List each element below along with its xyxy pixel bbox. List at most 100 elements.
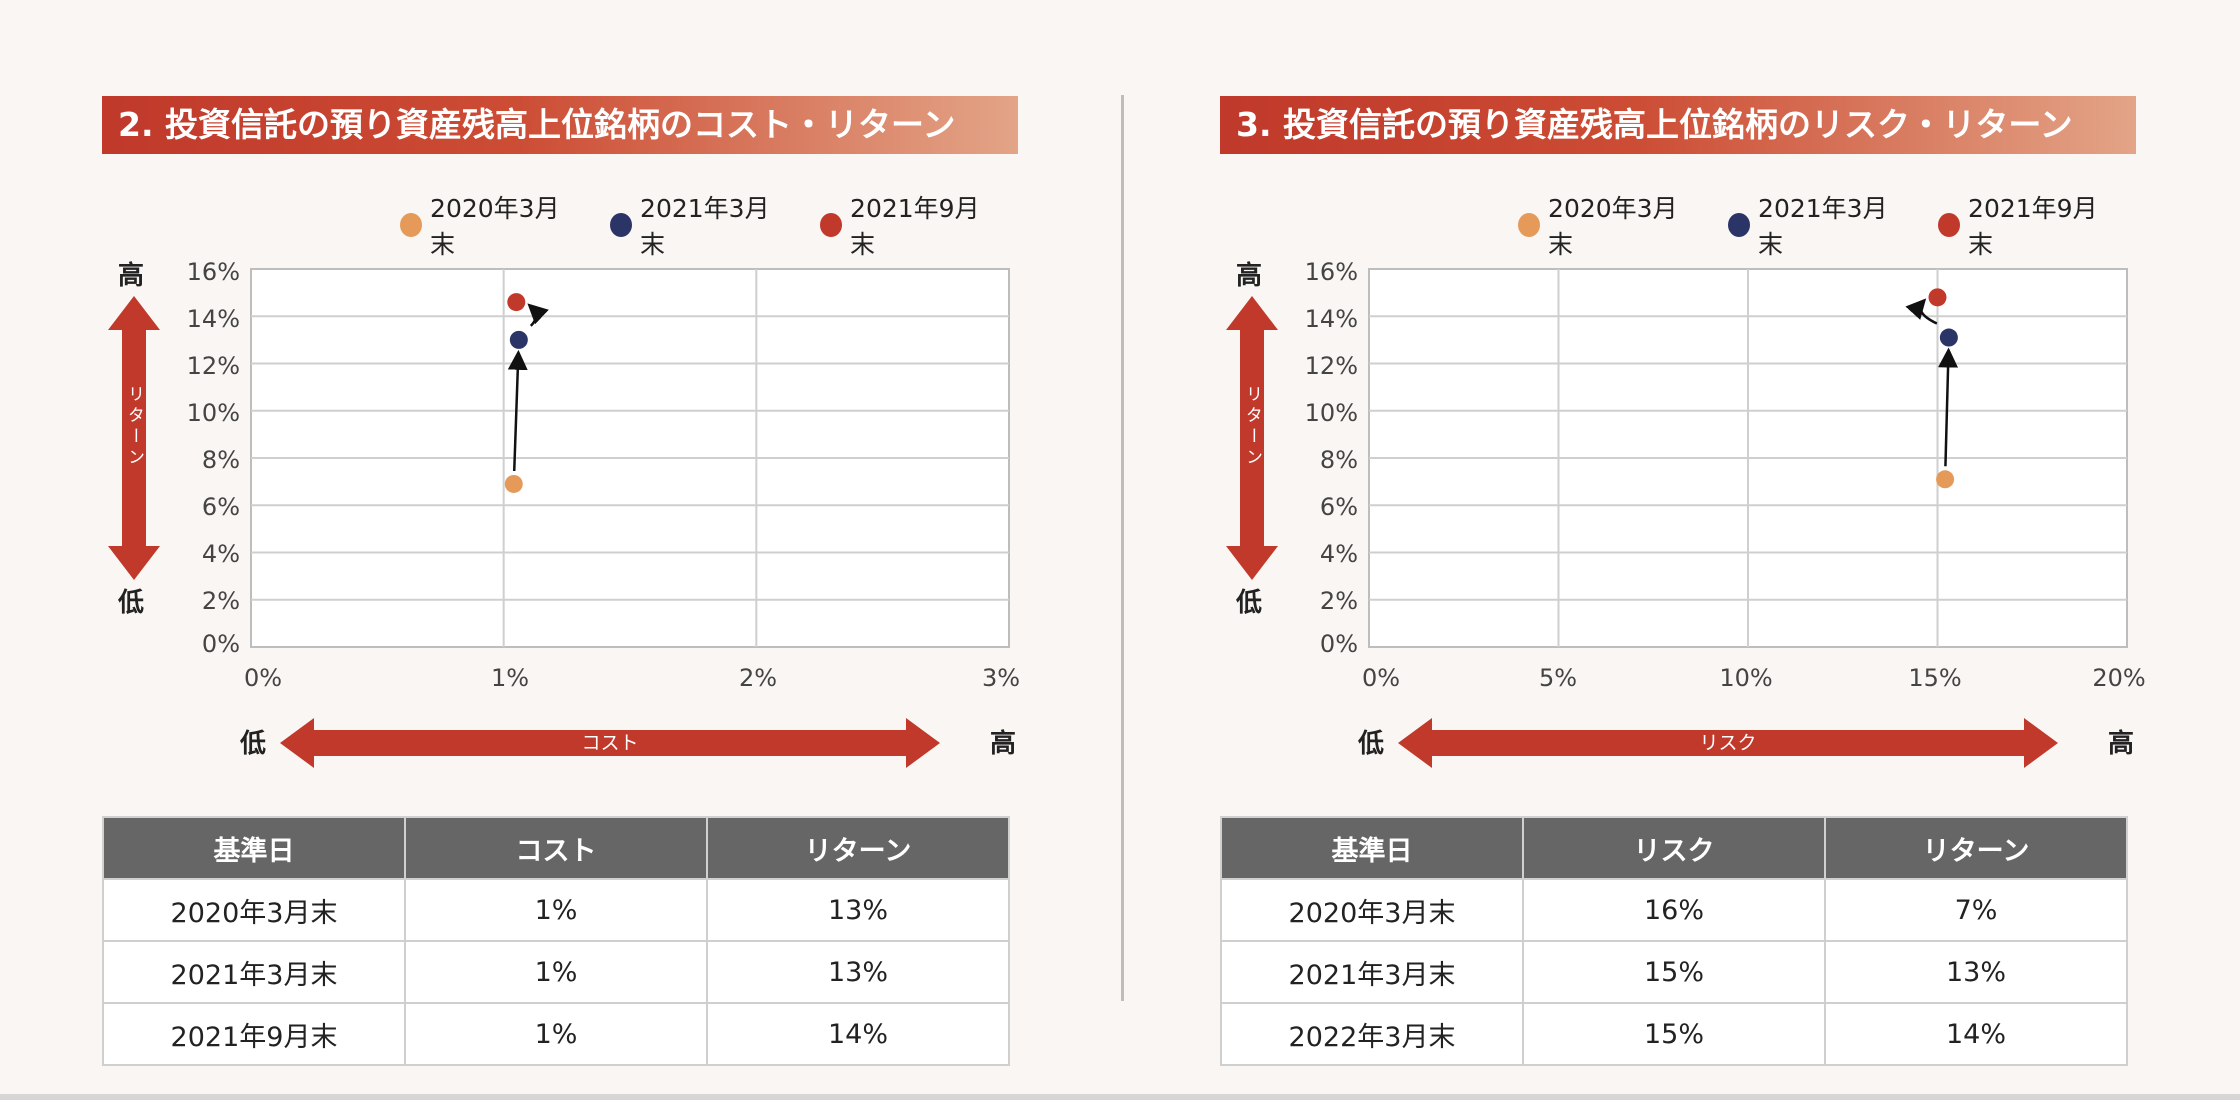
y-axis-double-arrow-icon bbox=[1226, 296, 1278, 580]
y-axis-low-label: 低 bbox=[118, 588, 145, 618]
legend-label: 2020年3月末 bbox=[430, 194, 560, 259]
scatter-plot bbox=[1368, 268, 2128, 648]
y-tick: 16% bbox=[186, 258, 240, 286]
table-cell: 14% bbox=[706, 1002, 1010, 1066]
scatter-point-3 bbox=[1928, 288, 1947, 307]
table-row: 2021年3月末 1% 13% bbox=[102, 940, 1010, 1004]
y-tick: 12% bbox=[1304, 352, 1358, 380]
table-header: リスク bbox=[1522, 816, 1826, 880]
panel-title: 2. 投資信託の預り資産残高上位銘柄のコスト・リターン bbox=[102, 96, 1018, 154]
curved-trend-arrow bbox=[1905, 298, 1938, 325]
legend-label: 2021年3月末 bbox=[1758, 194, 1888, 259]
legend-dot-icon bbox=[1728, 213, 1751, 237]
chart-legend: 2020年3月末 2021年3月末 2021年9月末 bbox=[400, 194, 1030, 259]
legend-label: 2020年3月末 bbox=[1548, 194, 1678, 259]
legend-item-2021-03: 2021年3月末 bbox=[610, 189, 782, 261]
legend-item-2021-09: 2021年9月末 bbox=[1938, 189, 2110, 261]
x-axis-high-label: 高 bbox=[2108, 729, 2135, 759]
y-axis-high-label: 高 bbox=[118, 261, 145, 291]
bottom-rule bbox=[0, 1094, 2240, 1100]
x-tick: 15% bbox=[1908, 664, 1962, 692]
curved-trend-arrow bbox=[527, 303, 549, 327]
table-cell: 14% bbox=[1824, 1002, 2128, 1066]
y-tick: 8% bbox=[1319, 446, 1358, 474]
scatter-point-2 bbox=[1939, 328, 1958, 347]
y-tick: 0% bbox=[1319, 630, 1358, 658]
table-cell: 1% bbox=[404, 1002, 708, 1066]
legend-item-2020-03: 2020年3月末 bbox=[1518, 189, 1690, 261]
table-row: 2020年3月末 16% 7% bbox=[1220, 878, 2128, 942]
x-axis-double-arrow-icon bbox=[280, 718, 940, 768]
table-cell: 7% bbox=[1824, 878, 2128, 942]
y-axis-arrow-label-text: リターン bbox=[1242, 385, 1262, 469]
y-tick: 16% bbox=[1304, 258, 1358, 286]
y-axis-arrow-label: リターン bbox=[122, 385, 146, 469]
table-cell: 2021年9月末 bbox=[102, 1002, 406, 1066]
x-tick: 3% bbox=[981, 664, 1021, 692]
table-header: リターン bbox=[1824, 816, 2128, 880]
table-row: 2021年9月末 1% 14% bbox=[102, 1002, 1010, 1066]
table-cell: 15% bbox=[1522, 940, 1826, 1004]
trend-arrow bbox=[507, 349, 528, 472]
data-table: 基準日 リスク リターン 2020年3月末 16% 7% 2021年3月末 15… bbox=[1220, 816, 2128, 1066]
table-cell: 13% bbox=[706, 878, 1010, 942]
table-header-row: 基準日 リスク リターン bbox=[1220, 816, 2128, 880]
table-header: 基準日 bbox=[1220, 816, 1524, 880]
legend-label: 2021年3月末 bbox=[640, 194, 770, 259]
scatter-point-2 bbox=[509, 330, 528, 349]
x-tick: 0% bbox=[243, 664, 283, 692]
panel-divider bbox=[1121, 95, 1124, 1001]
x-axis-arrow-label: リスク bbox=[1699, 732, 1757, 754]
x-axis-double-arrow-icon bbox=[1398, 718, 2058, 768]
y-tick: 2% bbox=[1319, 587, 1358, 615]
legend-item-2021-03: 2021年3月末 bbox=[1728, 189, 1900, 261]
x-tick: 1% bbox=[490, 664, 530, 692]
y-axis-double-arrow-icon bbox=[108, 296, 160, 580]
legend-item-2020-03: 2020年3月末 bbox=[400, 189, 572, 261]
y-axis-arrow-label-text: リターン bbox=[124, 385, 144, 469]
data-table: 基準日 コスト リターン 2020年3月末 1% 13% 2021年3月末 1%… bbox=[102, 816, 1010, 1066]
table-cell: 2021年3月末 bbox=[102, 940, 406, 1004]
legend-dot-icon bbox=[1518, 213, 1541, 237]
table-cell: 2021年3月末 bbox=[1220, 940, 1524, 1004]
scatter-point-3 bbox=[507, 293, 526, 312]
table-header: コスト bbox=[404, 816, 708, 880]
table-cell: 2020年3月末 bbox=[102, 878, 406, 942]
legend-dot-icon bbox=[400, 213, 423, 237]
table-header: リターン bbox=[706, 816, 1010, 880]
table-cell: 2022年3月末 bbox=[1220, 1002, 1524, 1066]
y-tick: 12% bbox=[186, 352, 240, 380]
y-tick: 6% bbox=[201, 493, 240, 521]
x-axis-low-label: 低 bbox=[240, 729, 267, 759]
legend-label: 2021年9月末 bbox=[1968, 194, 2098, 259]
table-cell: 15% bbox=[1522, 1002, 1826, 1066]
table-cell: 13% bbox=[706, 940, 1010, 1004]
x-tick: 5% bbox=[1538, 664, 1578, 692]
cost-return-panel: 2. 投資信託の預り資産残高上位銘柄のコスト・リターン 2020年3月末 202… bbox=[0, 0, 1030, 1100]
table-cell: 1% bbox=[404, 878, 708, 942]
table-header: 基準日 bbox=[102, 816, 406, 880]
table-cell: 16% bbox=[1522, 878, 1826, 942]
x-tick: 10% bbox=[1719, 664, 1773, 692]
y-tick: 0% bbox=[201, 630, 240, 658]
table-header-row: 基準日 コスト リターン bbox=[102, 816, 1010, 880]
y-tick: 6% bbox=[1319, 493, 1358, 521]
y-axis-low-label: 低 bbox=[1236, 588, 1263, 618]
x-axis-arrow-label: コスト bbox=[581, 732, 639, 754]
table-cell: 2020年3月末 bbox=[1220, 878, 1524, 942]
x-tick: 0% bbox=[1361, 664, 1401, 692]
table-cell: 1% bbox=[404, 940, 708, 1004]
table-row: 2021年3月末 15% 13% bbox=[1220, 940, 2128, 1004]
scatter-point-1 bbox=[1936, 470, 1955, 489]
chart-legend: 2020年3月末 2021年3月末 2021年9月末 bbox=[1518, 194, 2148, 259]
y-tick: 2% bbox=[201, 587, 240, 615]
risk-return-panel: 3. 投資信託の預り資産残高上位銘柄のリスク・リターン 2020年3月末 202… bbox=[1118, 0, 2148, 1100]
legend-item-2021-09: 2021年9月末 bbox=[820, 189, 992, 261]
legend-label: 2021年9月末 bbox=[850, 194, 980, 259]
panel-title: 3. 投資信託の預り資産残高上位銘柄のリスク・リターン bbox=[1220, 96, 2136, 154]
legend-dot-icon bbox=[820, 213, 843, 237]
table-row: 2022年3月末 15% 14% bbox=[1220, 1002, 2128, 1066]
y-tick: 14% bbox=[186, 305, 240, 333]
y-tick: 14% bbox=[1304, 305, 1358, 333]
y-tick: 8% bbox=[201, 446, 240, 474]
